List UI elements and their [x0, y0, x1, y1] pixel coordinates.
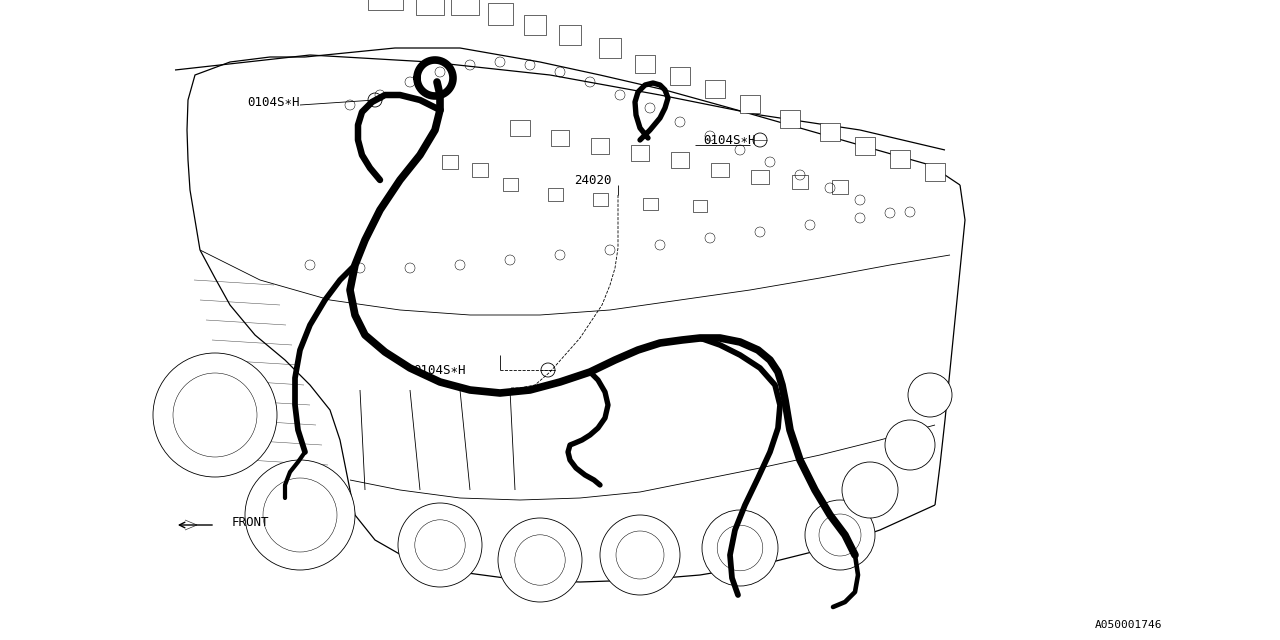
- Bar: [488, 3, 513, 25]
- Circle shape: [701, 510, 778, 586]
- Bar: [832, 180, 849, 194]
- Bar: [369, 0, 403, 10]
- Bar: [599, 38, 621, 58]
- Bar: [671, 152, 689, 168]
- Text: FRONT: FRONT: [232, 515, 270, 529]
- Circle shape: [398, 503, 483, 587]
- Bar: [855, 137, 876, 155]
- Circle shape: [415, 520, 465, 570]
- Bar: [524, 15, 547, 35]
- Bar: [780, 110, 800, 128]
- Bar: [550, 130, 570, 146]
- Bar: [548, 188, 563, 201]
- Bar: [669, 67, 690, 85]
- Circle shape: [842, 462, 899, 518]
- Bar: [792, 175, 808, 189]
- Circle shape: [244, 460, 355, 570]
- Bar: [442, 155, 458, 169]
- Bar: [593, 193, 608, 206]
- Bar: [503, 178, 518, 191]
- Circle shape: [884, 420, 934, 470]
- Bar: [631, 145, 649, 161]
- Bar: [591, 138, 609, 154]
- Circle shape: [498, 518, 582, 602]
- Bar: [509, 120, 530, 136]
- Bar: [416, 0, 444, 15]
- Bar: [890, 150, 910, 168]
- Text: 0104S∗H: 0104S∗H: [413, 364, 466, 376]
- Bar: [925, 163, 945, 181]
- Text: 0104S∗H: 0104S∗H: [703, 134, 755, 147]
- Bar: [740, 95, 760, 113]
- Circle shape: [805, 500, 876, 570]
- Circle shape: [173, 373, 257, 457]
- Circle shape: [515, 535, 566, 585]
- Text: A050001746: A050001746: [1094, 620, 1162, 630]
- Bar: [705, 80, 724, 98]
- Bar: [692, 200, 707, 212]
- Bar: [451, 0, 479, 15]
- Bar: [472, 163, 488, 177]
- Circle shape: [717, 525, 763, 571]
- Circle shape: [262, 478, 337, 552]
- Circle shape: [616, 531, 664, 579]
- Circle shape: [819, 514, 861, 556]
- Bar: [820, 123, 840, 141]
- Circle shape: [908, 373, 952, 417]
- Bar: [710, 163, 730, 177]
- Circle shape: [600, 515, 680, 595]
- Bar: [635, 55, 655, 73]
- Circle shape: [154, 353, 276, 477]
- Bar: [559, 25, 581, 45]
- Text: 24020: 24020: [573, 173, 612, 186]
- Text: 0104S∗H: 0104S∗H: [247, 97, 300, 109]
- Bar: [751, 170, 769, 184]
- Bar: [643, 198, 658, 210]
